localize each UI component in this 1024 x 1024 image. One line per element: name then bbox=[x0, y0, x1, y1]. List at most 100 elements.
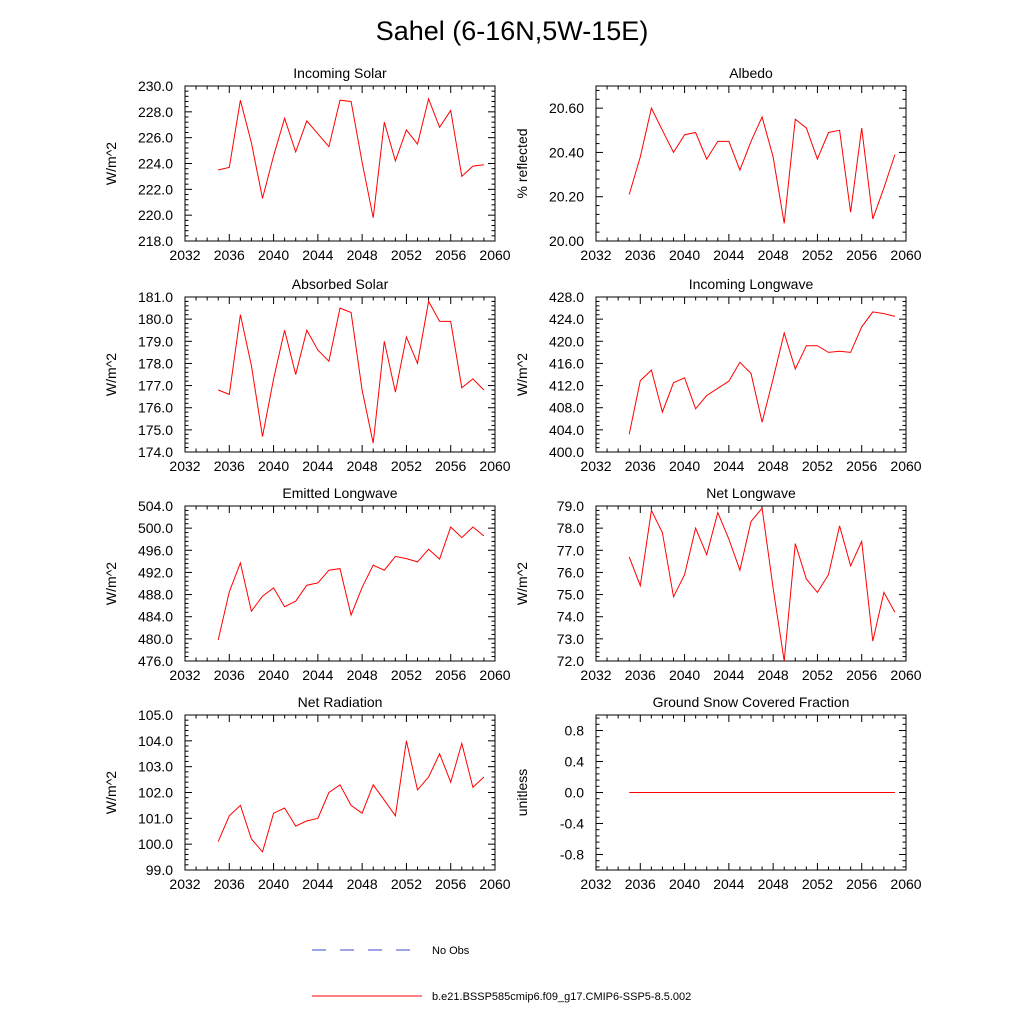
x-tick-label: 2060 bbox=[479, 667, 510, 683]
x-tick-label: 2044 bbox=[713, 876, 744, 892]
legend-model-label: b.e21.BSSP585cmip6.f09_g17.CMIP6-SSP5-8.… bbox=[432, 991, 691, 1003]
x-tick-label: 2036 bbox=[214, 247, 245, 263]
y-tick-label: 20.40 bbox=[549, 144, 584, 160]
y-axis-label: W/m^2 bbox=[103, 353, 119, 396]
y-tick-label: 424.0 bbox=[549, 311, 584, 327]
legend: No Obs b.e21.BSSP585cmip6.f09_g17.CMIP6-… bbox=[312, 945, 691, 1003]
plot-frame bbox=[595, 505, 907, 662]
panel-ground-snow-covered-fraction: Ground Snow Covered Fraction unitless 2032… bbox=[514, 694, 922, 892]
y-tick-label: 180.0 bbox=[138, 311, 173, 327]
x-tick-label: 2032 bbox=[169, 247, 200, 263]
x-tick-label: 2056 bbox=[846, 458, 877, 474]
y-tick-label: 20.00 bbox=[549, 233, 584, 249]
y-tick-label: 0.4 bbox=[565, 754, 585, 770]
y-tick-label: 420.0 bbox=[549, 333, 584, 349]
y-tick-label: 228.0 bbox=[138, 104, 173, 120]
x-tick-label: 2060 bbox=[890, 876, 921, 892]
figure-title: Sahel (6-16N,5W-15E) bbox=[376, 16, 649, 46]
panel-incoming-longwave: Incoming Longwave W/m^2 2032 2036 2040 2044 20… bbox=[514, 276, 922, 474]
x-tick-label: 2056 bbox=[846, 247, 877, 263]
x-tick-label: 2048 bbox=[758, 876, 789, 892]
x-tick-label: 2056 bbox=[435, 247, 466, 263]
y-axis-label: W/m^2 bbox=[103, 771, 119, 814]
x-tick-label: 2044 bbox=[713, 247, 744, 263]
y-tick-label: 0.0 bbox=[565, 785, 585, 801]
plot-frame bbox=[595, 85, 907, 242]
series-line bbox=[217, 740, 485, 853]
legend-obs-label: No Obs bbox=[432, 945, 470, 957]
y-tick-label: 74.0 bbox=[557, 609, 584, 625]
x-tick-label: 2044 bbox=[302, 247, 333, 263]
y-tick-label: 404.0 bbox=[549, 422, 584, 438]
y-tick-label: 230.0 bbox=[138, 78, 173, 94]
y-tick-label: 428.0 bbox=[549, 289, 584, 305]
y-tick-label: 75.0 bbox=[557, 587, 584, 603]
x-tick-label: 2052 bbox=[391, 876, 422, 892]
x-tick-label: 2036 bbox=[625, 247, 656, 263]
x-tick-label: 2040 bbox=[669, 876, 700, 892]
y-tick-label: 78.0 bbox=[557, 520, 584, 536]
x-tick-label: 2052 bbox=[802, 247, 833, 263]
y-tick-label: 20.20 bbox=[549, 189, 584, 205]
y-tick-label: 175.0 bbox=[138, 422, 173, 438]
y-tick-label: 484.0 bbox=[138, 609, 173, 625]
series-line bbox=[217, 526, 485, 641]
y-tick-label: 100.0 bbox=[138, 836, 173, 852]
x-tick-label: 2032 bbox=[580, 876, 611, 892]
y-tick-label: 500.0 bbox=[138, 520, 173, 536]
x-tick-label: 2060 bbox=[890, 458, 921, 474]
x-tick-label: 2060 bbox=[479, 247, 510, 263]
x-tick-label: 2052 bbox=[802, 876, 833, 892]
x-tick-label: 2056 bbox=[435, 876, 466, 892]
x-tick-label: 2044 bbox=[713, 667, 744, 683]
y-tick-label: 496.0 bbox=[138, 542, 173, 558]
y-tick-label: 105.0 bbox=[138, 707, 173, 723]
panel-title: Net Radiation bbox=[298, 694, 383, 710]
x-tick-label: 2036 bbox=[625, 667, 656, 683]
panel-title: Ground Snow Covered Fraction bbox=[653, 694, 850, 710]
x-tick-label: 2052 bbox=[802, 667, 833, 683]
panel-emitted-longwave: Emitted Longwave W/m^2 2032 2036 2040 2044 204… bbox=[103, 485, 511, 683]
x-tick-label: 2052 bbox=[391, 458, 422, 474]
x-tick-label: 2056 bbox=[435, 458, 466, 474]
y-tick-label: 504.0 bbox=[138, 498, 173, 514]
x-tick-label: 2056 bbox=[846, 667, 877, 683]
x-tick-label: 2044 bbox=[302, 667, 333, 683]
x-tick-label: 2056 bbox=[846, 876, 877, 892]
plot-frame bbox=[184, 85, 496, 242]
series-line bbox=[628, 106, 896, 224]
y-tick-label: 224.0 bbox=[138, 156, 173, 172]
panel-title: Absorbed Solar bbox=[292, 276, 389, 292]
x-tick-label: 2040 bbox=[669, 667, 700, 683]
x-tick-label: 2032 bbox=[580, 458, 611, 474]
y-tick-label: 181.0 bbox=[138, 289, 173, 305]
panel-title: Albedo bbox=[729, 65, 773, 81]
x-tick-label: 2056 bbox=[435, 667, 466, 683]
x-tick-label: 2052 bbox=[802, 458, 833, 474]
x-tick-label: 2036 bbox=[625, 458, 656, 474]
x-tick-label: 2060 bbox=[890, 667, 921, 683]
y-tick-label: 476.0 bbox=[138, 653, 173, 669]
y-tick-label: 218.0 bbox=[138, 233, 173, 249]
plot-frame bbox=[184, 714, 496, 871]
x-tick-label: 2044 bbox=[713, 458, 744, 474]
y-tick-label: 400.0 bbox=[549, 444, 584, 460]
x-tick-label: 2040 bbox=[669, 247, 700, 263]
y-tick-label: 20.60 bbox=[549, 100, 584, 116]
y-tick-label: -0.8 bbox=[560, 847, 584, 863]
y-axis-label: W/m^2 bbox=[103, 562, 119, 605]
x-tick-label: 2036 bbox=[625, 876, 656, 892]
y-tick-label: 72.0 bbox=[557, 653, 584, 669]
x-tick-label: 2048 bbox=[347, 667, 378, 683]
panel-title: Incoming Longwave bbox=[689, 276, 814, 292]
y-tick-label: 79.0 bbox=[557, 498, 584, 514]
x-tick-label: 2048 bbox=[758, 667, 789, 683]
y-tick-label: 222.0 bbox=[138, 181, 173, 197]
y-axis-label: unitless bbox=[514, 769, 530, 816]
x-tick-label: 2036 bbox=[214, 667, 245, 683]
x-tick-label: 2044 bbox=[302, 876, 333, 892]
x-tick-label: 2036 bbox=[214, 458, 245, 474]
y-tick-label: 174.0 bbox=[138, 444, 173, 460]
x-tick-label: 2052 bbox=[391, 247, 422, 263]
